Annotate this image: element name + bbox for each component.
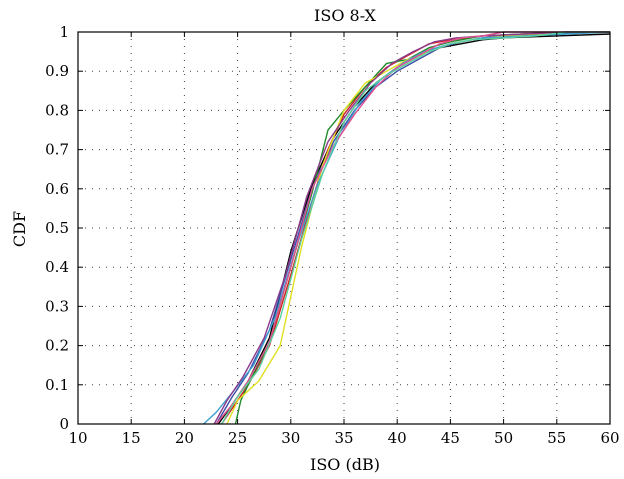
y-tick-label: 0.9 (45, 62, 69, 80)
chart-title: ISO 8-X (314, 6, 377, 25)
y-tick-label: 0.5 (45, 219, 69, 237)
x-tick-label: 50 (494, 429, 513, 447)
x-tick-label: 25 (228, 429, 247, 447)
x-tick-label: 15 (122, 429, 141, 447)
y-axis-title: CDF (10, 211, 29, 247)
x-axis-title: ISO (dB) (310, 455, 380, 474)
x-tick-label: 10 (68, 429, 87, 447)
cdf-series-line-7 (213, 31, 610, 425)
x-tick-label: 45 (441, 429, 460, 447)
y-tick-label: 1 (59, 23, 69, 41)
y-tick-label: 0.3 (45, 297, 69, 315)
x-tick-label: 20 (175, 429, 194, 447)
y-tick-label: 0.6 (45, 180, 69, 198)
cdf-series-line-5 (226, 31, 610, 425)
x-tick-label: 40 (388, 429, 407, 447)
x-tick-label: 35 (334, 429, 353, 447)
y-tick-label: 0.1 (45, 376, 69, 394)
x-tick-label: 60 (600, 429, 619, 447)
x-tick-label: 30 (281, 429, 300, 447)
y-tick-label: 0 (59, 415, 69, 433)
y-tick-label: 0.7 (45, 141, 69, 159)
cdf-series-line-8 (215, 31, 610, 425)
y-tick-label: 0.2 (45, 337, 69, 355)
cdf-series-line-6 (203, 31, 611, 425)
series-lines (203, 31, 611, 425)
grid (78, 32, 610, 424)
axis-ticks: 10 15 20 25 30 35 40 45 50 55 60 0 0.1 0.2 0.3 0.4 0.5 0.… (45, 23, 619, 447)
cdf-series-line-3 (221, 31, 610, 425)
y-tick-label: 0.4 (45, 258, 69, 276)
cdf-series-line-4 (234, 31, 610, 425)
cdf-series-line-1 (217, 33, 611, 425)
cdf-series-line-2 (215, 31, 611, 425)
cdf-series-line-9 (220, 31, 610, 425)
x-tick-label: 55 (547, 429, 566, 447)
y-tick-label: 0.8 (45, 101, 69, 119)
